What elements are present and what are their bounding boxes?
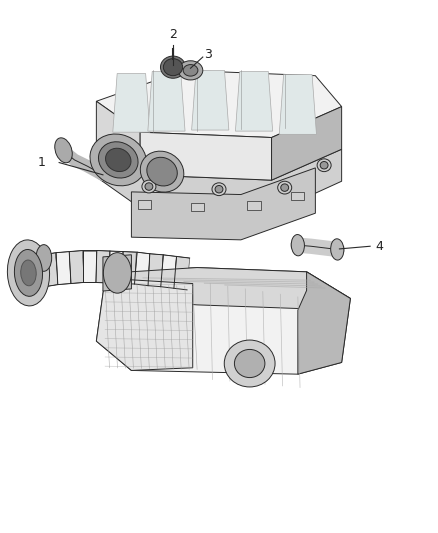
Polygon shape	[140, 132, 272, 180]
Polygon shape	[96, 144, 342, 213]
Ellipse shape	[147, 157, 177, 186]
Polygon shape	[236, 71, 272, 131]
Ellipse shape	[212, 183, 226, 196]
Ellipse shape	[142, 180, 156, 193]
Ellipse shape	[103, 253, 131, 293]
Polygon shape	[148, 71, 185, 131]
Polygon shape	[96, 101, 140, 175]
Ellipse shape	[178, 61, 203, 80]
Text: 1: 1	[38, 156, 46, 169]
Polygon shape	[114, 268, 350, 309]
Text: 2: 2	[169, 28, 177, 41]
Ellipse shape	[7, 240, 49, 306]
Polygon shape	[96, 70, 342, 138]
Polygon shape	[113, 74, 150, 132]
Polygon shape	[279, 75, 316, 134]
Ellipse shape	[331, 239, 344, 260]
Polygon shape	[96, 278, 193, 370]
Polygon shape	[291, 192, 304, 200]
Polygon shape	[103, 255, 131, 291]
Ellipse shape	[145, 183, 153, 190]
Polygon shape	[148, 254, 163, 287]
Ellipse shape	[160, 56, 186, 78]
Polygon shape	[131, 168, 315, 240]
Polygon shape	[69, 251, 84, 284]
Ellipse shape	[90, 134, 147, 186]
Polygon shape	[272, 107, 342, 180]
Ellipse shape	[291, 235, 304, 256]
Polygon shape	[122, 252, 136, 284]
Ellipse shape	[215, 185, 223, 193]
Polygon shape	[191, 203, 204, 211]
Ellipse shape	[183, 64, 198, 76]
Polygon shape	[247, 201, 261, 210]
Ellipse shape	[36, 245, 52, 271]
Polygon shape	[138, 200, 151, 209]
Ellipse shape	[224, 340, 275, 387]
Polygon shape	[96, 251, 110, 283]
Polygon shape	[83, 251, 96, 282]
Text: 4: 4	[375, 240, 383, 253]
Ellipse shape	[281, 184, 289, 191]
Polygon shape	[96, 268, 350, 374]
Polygon shape	[174, 256, 190, 290]
Polygon shape	[42, 253, 59, 287]
Ellipse shape	[55, 138, 72, 163]
Ellipse shape	[106, 148, 131, 172]
Ellipse shape	[99, 142, 138, 178]
Ellipse shape	[317, 159, 331, 172]
Ellipse shape	[163, 59, 183, 76]
Text: 3: 3	[204, 48, 212, 61]
Polygon shape	[298, 272, 350, 374]
Polygon shape	[56, 252, 71, 285]
Polygon shape	[109, 251, 123, 284]
Polygon shape	[134, 252, 150, 286]
Ellipse shape	[234, 350, 265, 377]
Polygon shape	[161, 255, 177, 288]
Ellipse shape	[320, 161, 328, 169]
Ellipse shape	[14, 249, 42, 296]
Ellipse shape	[140, 151, 184, 192]
Polygon shape	[34, 255, 45, 288]
Ellipse shape	[278, 181, 292, 194]
Polygon shape	[192, 70, 229, 130]
Ellipse shape	[21, 260, 36, 286]
